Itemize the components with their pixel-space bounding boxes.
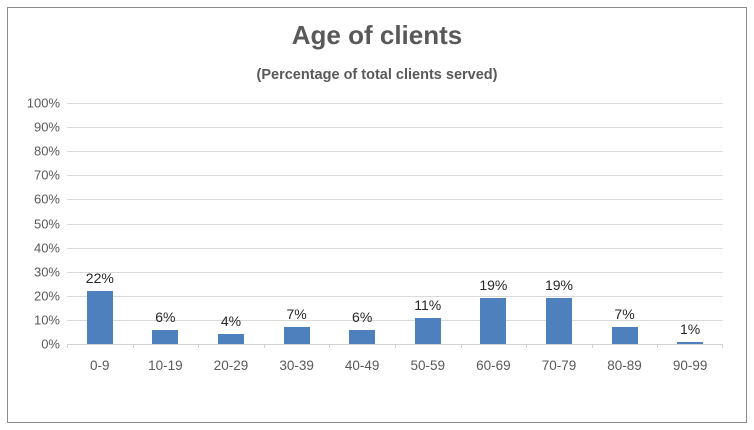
- bar: [414, 317, 441, 344]
- gridline: [67, 223, 723, 225]
- bar-slot: 1%: [657, 103, 723, 344]
- x-axis-category-label: 50-59: [410, 358, 446, 373]
- x-axis-ticks: [67, 344, 723, 349]
- gridline: [67, 103, 723, 104]
- bar-data-label: 7%: [614, 306, 635, 323]
- x-axis-category-label: 90-99: [672, 358, 708, 373]
- y-axis-tick-label: 60%: [33, 191, 60, 207]
- plot-area: 22% 6% 4% 7% 6% 11% 19% 19% 7% 1%: [67, 103, 723, 345]
- chart-subtitle: (Percentage of total clients served): [256, 67, 498, 83]
- y-axis-tick-label: 80%: [33, 143, 60, 159]
- y-axis-tick-label: 10%: [33, 312, 60, 328]
- bar-slot: 6%: [329, 103, 395, 344]
- y-axis-tick-label: 90%: [33, 119, 60, 135]
- bar-slot: 11%: [395, 103, 461, 344]
- x-axis-category-label: 60-69: [476, 358, 511, 373]
- bar-slot: 19%: [461, 103, 527, 344]
- x-axis-tick: [657, 344, 659, 348]
- bar-data-label: 7%: [286, 306, 307, 323]
- bar-slot: 4%: [198, 103, 264, 344]
- bar: [677, 341, 704, 344]
- bar-data-label: 19%: [479, 277, 508, 294]
- bar: [611, 327, 638, 344]
- gridline: [67, 271, 723, 273]
- bar: [349, 329, 376, 344]
- y-axis-tick-label: 0%: [41, 336, 60, 352]
- bar-data-label: 11%: [414, 296, 442, 313]
- x-axis-category-label: 70-79: [541, 358, 577, 373]
- x-axis-tick: [526, 344, 528, 348]
- bar-slot: 19%: [526, 103, 592, 344]
- y-axis-tick-label: 30%: [33, 264, 60, 280]
- gridline: [67, 175, 723, 177]
- gridline: [67, 199, 723, 201]
- chart-title: Age of clients: [291, 20, 463, 50]
- x-axis-category-label: 40-49: [344, 358, 380, 373]
- bar-data-label: 4%: [220, 313, 242, 330]
- bar: [86, 290, 113, 344]
- bar-series: 22% 6% 4% 7% 6% 11% 19% 19% 7% 1%: [67, 103, 723, 344]
- x-axis-tick: [329, 344, 331, 348]
- bar: [283, 327, 310, 344]
- x-axis-labels: 0-9 10-19 20-29 30-39 40-49 50-59 60-69 70-79 80…: [67, 358, 723, 373]
- bar: [217, 334, 244, 344]
- y-axis-tick-label: 100%: [26, 95, 60, 111]
- bar-data-label: 6%: [155, 308, 176, 325]
- bar: [545, 298, 572, 344]
- x-axis-tick: [198, 344, 200, 348]
- gridline: [67, 295, 723, 297]
- x-axis-category-label: 10-19: [148, 358, 183, 373]
- bar-data-label: 22%: [85, 269, 114, 286]
- bar: [152, 329, 179, 344]
- y-axis-tick-label: 70%: [33, 167, 60, 183]
- bar-data-label: 1%: [680, 320, 701, 337]
- x-axis-category-label: 0-9: [90, 358, 110, 373]
- x-axis-category-label: 20-29: [213, 358, 249, 373]
- bar-slot: 22%: [67, 103, 133, 344]
- x-axis-tick: [460, 344, 462, 348]
- bar: [480, 298, 507, 344]
- x-axis-tick: [132, 344, 134, 348]
- x-axis-tick: [67, 344, 68, 348]
- y-axis-tick-label: 20%: [33, 288, 60, 304]
- x-axis-tick: [395, 344, 396, 348]
- gridline: [67, 127, 723, 129]
- bar-slot: 6%: [133, 103, 199, 344]
- y-axis-tick-label: 40%: [33, 240, 60, 256]
- bar-data-label: 19%: [544, 277, 573, 294]
- gridline: [67, 151, 723, 153]
- chart-frame: Age of clients (Percentage of total clie…: [7, 7, 747, 423]
- x-axis-tick: [263, 344, 265, 348]
- gridline: [67, 247, 723, 249]
- x-axis-tick: [722, 344, 723, 348]
- x-axis-category-label: 80-89: [607, 358, 642, 373]
- y-axis-tick-label: 50%: [33, 216, 60, 231]
- gridline: [67, 319, 723, 321]
- x-axis-category-label: 30-39: [279, 358, 314, 373]
- x-axis-tick: [591, 344, 593, 348]
- bar-slot: 7%: [592, 103, 658, 344]
- bar-slot: 7%: [264, 103, 330, 344]
- bar-data-label: 6%: [352, 308, 373, 325]
- y-axis-labels: 100% 90% 80% 70% 60% 50% 40% 30% 20% 10% 0%: [8, 97, 60, 351]
